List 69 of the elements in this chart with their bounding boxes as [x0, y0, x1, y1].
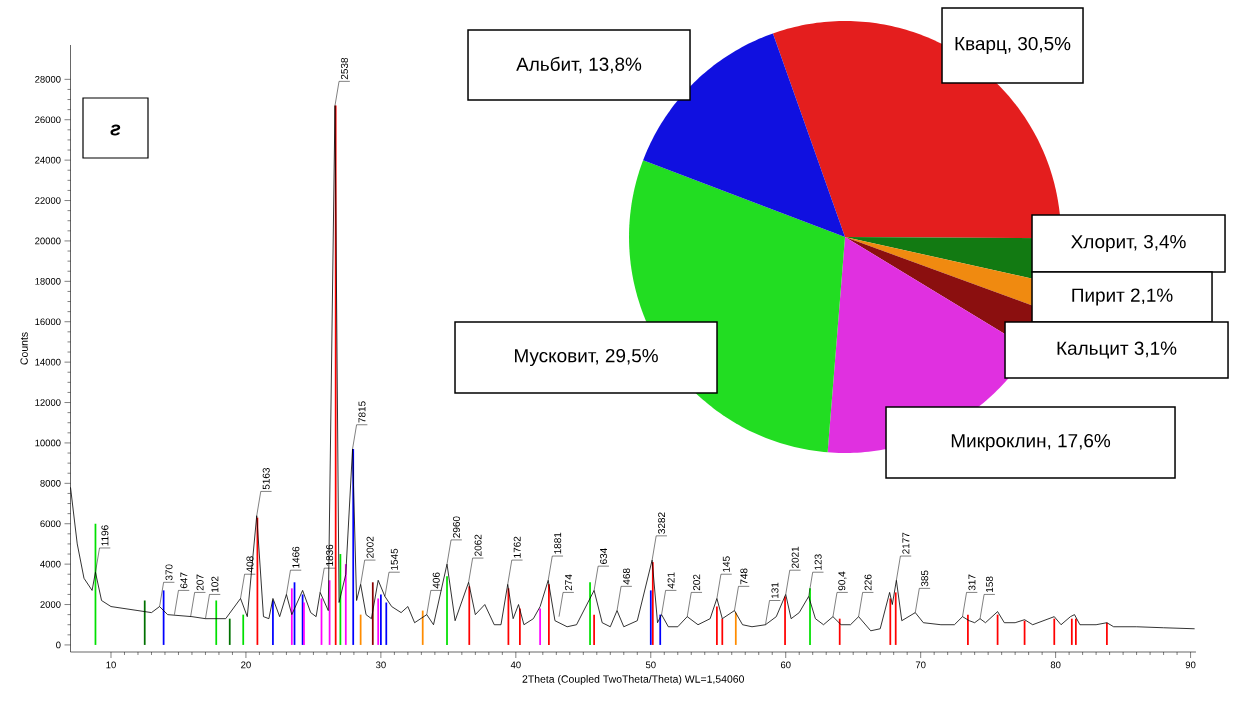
annotation: 2002: [366, 536, 374, 558]
y-tick-label: 12000: [35, 399, 61, 406]
y-tick-label: 8000: [40, 479, 61, 487]
y-tick-label: 4000: [40, 560, 61, 568]
slice-label: Пирит 2,1%: [1072, 288, 1173, 306]
y-tick-label: 6000: [40, 520, 61, 528]
annotation: 1466: [292, 546, 300, 568]
annotation: 123: [814, 554, 822, 570]
slice-label: Кварц, 30,5%: [955, 36, 1071, 55]
annotation: 2177: [902, 532, 910, 554]
annotation: 90,4: [838, 571, 847, 591]
annotation: 647: [180, 572, 188, 589]
y-tick-label: 28000: [35, 75, 61, 83]
annotation: 2960: [452, 516, 460, 538]
annotation: 385: [921, 570, 929, 587]
x-tick-label: 60: [780, 661, 791, 669]
x-tick-label: 90: [1185, 661, 1196, 669]
y-tick-label: 0: [56, 641, 61, 649]
x-tick-label: 50: [645, 661, 656, 669]
y-tick-label: 20000: [35, 237, 61, 245]
annotation: 370: [165, 564, 173, 581]
slice-label: Альбит, 13,8%: [516, 56, 642, 74]
annotation: 634: [600, 548, 608, 564]
slice-label: Микроклин, 17,6%: [951, 433, 1111, 452]
y-axis-title: Counts: [20, 332, 28, 365]
y-tick-label: 24000: [35, 156, 61, 164]
annotation: 2021: [791, 546, 799, 568]
annotation: 5163: [262, 467, 270, 490]
annotation: 408: [246, 556, 254, 573]
annotation: 1196: [101, 525, 109, 546]
y-tick-label: 2000: [40, 601, 61, 608]
y-tick-label: 22000: [35, 197, 61, 204]
y-tick-label: 26000: [35, 116, 61, 124]
x-tick-label: 20: [241, 661, 251, 669]
annotation: 1762: [513, 536, 521, 558]
x-tick-label: 10: [106, 661, 116, 669]
x-tick-label: 40: [510, 661, 521, 669]
y-tick-label: 14000: [35, 358, 61, 366]
slice-label: Хлорит, 3,4%: [1071, 234, 1186, 253]
annotation: 131: [771, 582, 779, 599]
annotation: 468: [622, 568, 631, 585]
x-tick-label: 80: [1050, 661, 1061, 669]
annotation: 317: [968, 574, 976, 591]
y-tick-label: 16000: [35, 318, 61, 326]
annotation: 2062: [474, 534, 482, 556]
y-tick-label: 18000: [35, 277, 61, 285]
annotation: 1836: [326, 544, 334, 566]
annotation: 202: [693, 574, 701, 591]
annotation: 7815: [358, 401, 366, 423]
annotation: 207: [196, 574, 204, 591]
annotation: 1545: [390, 548, 398, 570]
annotation: г: [110, 124, 121, 136]
x-tick-label: 70: [915, 661, 926, 669]
slice-label: Мусковит, 29,5%: [515, 348, 658, 367]
annotation: 748: [740, 568, 748, 585]
annotation: 421: [667, 572, 675, 589]
annotation: 158: [985, 576, 994, 592]
x-axis-title: 2Theta (Coupled TwoTheta/Theta) WL=1,54060: [522, 675, 745, 685]
annotation: 3282: [658, 512, 666, 534]
annotation: 1881: [554, 532, 562, 554]
annotation: 406: [432, 572, 440, 589]
annotation: 102: [211, 576, 219, 592]
y-tick-label: 10000: [35, 439, 61, 447]
annotation: 2538: [340, 57, 348, 80]
annotation: 145: [722, 556, 730, 572]
slice-label: Кальцит 3,1%: [1057, 341, 1177, 359]
annotation: 226: [864, 574, 872, 591]
x-tick-label: 30: [375, 661, 386, 669]
annotation: 274: [564, 574, 572, 591]
